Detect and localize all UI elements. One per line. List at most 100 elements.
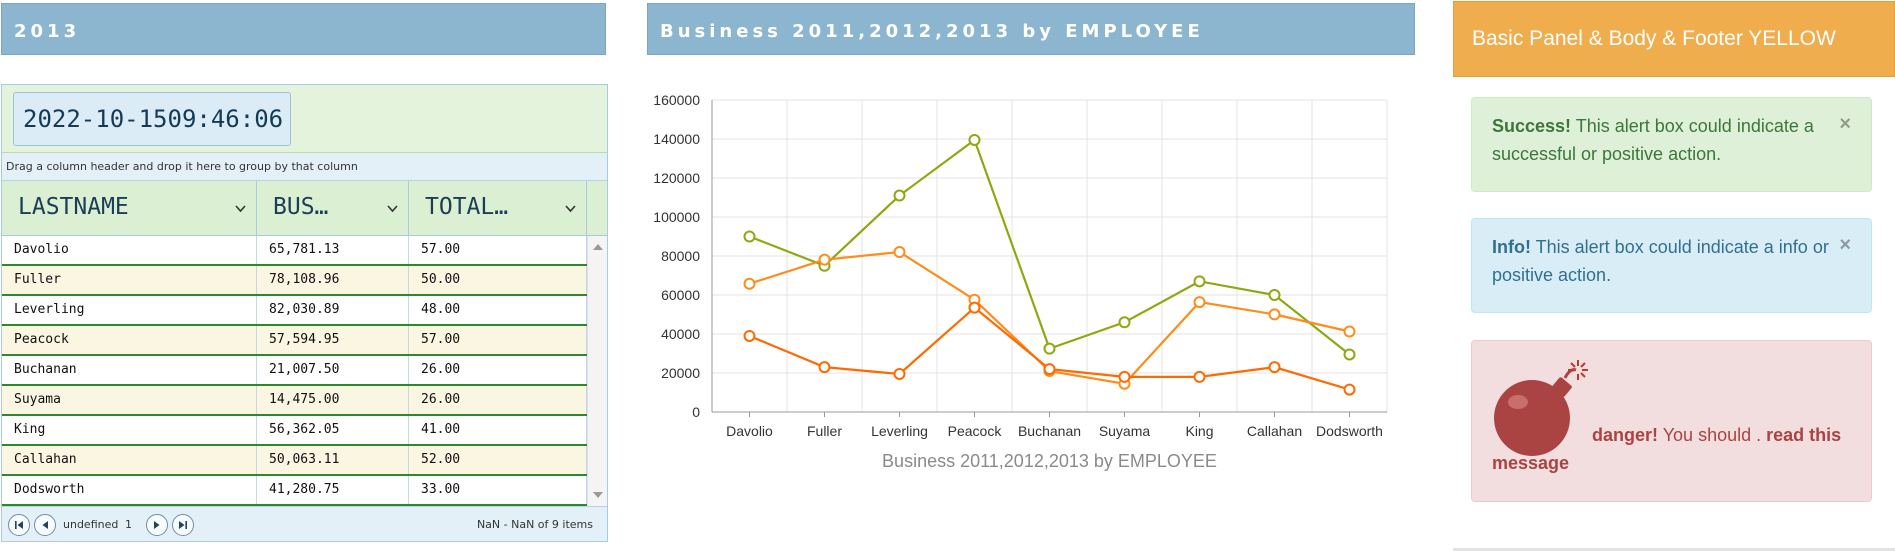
info-alert: Info! This alert box could indicate a in…	[1471, 218, 1872, 313]
cell-total: 57.00	[409, 326, 587, 354]
success-alert-text: This alert box could indicate a successf…	[1492, 116, 1814, 164]
table-row[interactable]: Fuller 78,108.96 50.00	[2, 266, 607, 296]
x-tick-label: Dodsworth	[1316, 423, 1383, 439]
y-tick-label: 0	[692, 404, 700, 420]
cell-lastname: Suyama	[2, 386, 257, 414]
data-point	[1043, 342, 1056, 355]
scroll-down-icon[interactable]	[593, 492, 603, 498]
grid-header-row: LASTNAME BUS… TOTAL…	[2, 181, 607, 236]
page-number[interactable]: 1	[125, 518, 132, 531]
data-point	[1043, 363, 1056, 376]
cell-business: 14,475.00	[257, 386, 409, 414]
data-point	[743, 329, 756, 342]
vertical-scrollbar[interactable]	[587, 236, 607, 506]
grid-panel-title: 2013	[1, 3, 606, 55]
data-point	[1268, 361, 1281, 374]
business-line-chart: 0 20000 40000 60000 80000 100000 120000 140000 1…	[647, 78, 1465, 548]
cell-lastname: Fuller	[2, 266, 257, 294]
panel-footer-divider	[1453, 548, 1895, 551]
cell-total: 57.00	[409, 236, 587, 264]
cell-total: 52.00	[409, 446, 587, 474]
next-page-icon	[154, 521, 160, 529]
scroll-up-icon[interactable]	[593, 244, 603, 250]
column-header-label: LASTNAME	[18, 194, 129, 220]
table-row[interactable]: King 56,362.05 41.00	[2, 416, 607, 446]
chevron-down-icon[interactable]	[235, 203, 246, 214]
cell-total: 26.00	[409, 356, 587, 384]
chart-svg: 0 20000 40000 60000 80000 100000 120000 140000 1…	[653, 92, 1388, 471]
cell-lastname: Buchanan	[2, 356, 257, 384]
first-page-button[interactable]	[8, 514, 30, 536]
cell-total: 33.00	[409, 476, 587, 504]
data-grid: 2022-10-1509:46:06 Drag a column header …	[1, 84, 608, 542]
cell-total: 50.00	[409, 266, 587, 294]
prev-page-button[interactable]	[34, 514, 56, 536]
column-header-lastname[interactable]: LASTNAME	[2, 181, 257, 236]
table-row[interactable]: Suyama 14,475.00 26.00	[2, 386, 607, 416]
danger-alert-strong-link: read this message	[1492, 425, 1842, 473]
table-row[interactable]: Peacock 57,594.95 57.00	[2, 326, 607, 356]
cell-lastname: Peacock	[2, 326, 257, 354]
cell-business: 41,280.75	[257, 476, 409, 504]
cell-total: 41.00	[409, 416, 587, 444]
column-header-business[interactable]: BUS…	[257, 181, 409, 236]
grid-body: Davolio 65,781.13 57.00 Fuller 78,108.96 50.…	[2, 236, 607, 506]
y-tick-label: 40000	[661, 326, 700, 342]
y-tick-label: 20000	[661, 365, 700, 381]
close-icon[interactable]: ×	[1839, 113, 1851, 135]
data-point	[893, 246, 906, 259]
y-tick-label: 80000	[661, 248, 700, 264]
data-point	[1343, 325, 1356, 338]
data-point	[893, 189, 906, 202]
data-point	[1268, 308, 1281, 321]
page-info: NaN - NaN of 9 items	[476, 518, 593, 531]
cell-lastname: Davolio	[2, 236, 257, 264]
close-icon[interactable]: ×	[1839, 234, 1851, 256]
x-tick-label: Leverling	[871, 423, 928, 439]
table-row[interactable]: Dodsworth 41,280.75 33.00	[2, 476, 607, 506]
data-point	[1118, 370, 1131, 383]
data-point	[968, 133, 981, 146]
cell-business: 57,594.95	[257, 326, 409, 354]
next-page-button[interactable]	[146, 514, 168, 536]
cell-business: 50,063.11	[257, 446, 409, 474]
prev-page-icon	[42, 521, 48, 529]
cell-total: 26.00	[409, 386, 587, 414]
data-point	[893, 367, 906, 380]
success-alert-strong: Success!	[1492, 116, 1572, 136]
page-label: undefined	[63, 518, 119, 531]
group-drop-area[interactable]: Drag a column header and drop it here to…	[2, 153, 607, 181]
data-point	[1343, 348, 1356, 361]
data-point	[1193, 275, 1206, 288]
grid-pager: undefined 1 NaN - NaN of 9 items	[2, 506, 607, 541]
data-point	[818, 361, 831, 374]
x-tick-label: Callahan	[1247, 423, 1302, 439]
info-alert-text: This alert box could indicate a info or …	[1492, 237, 1829, 285]
y-tick-label: 160000	[653, 92, 700, 108]
table-row[interactable]: Callahan 50,063.11 52.00	[2, 446, 607, 476]
chevron-down-icon[interactable]	[387, 203, 398, 214]
data-point	[743, 277, 756, 290]
table-row[interactable]: Leverling 82,030.89 48.00	[2, 296, 607, 326]
chart-panel-title: Business 2011,2012,2013 by EMPLOYEE	[647, 3, 1415, 55]
cell-lastname: Leverling	[2, 296, 257, 324]
table-row[interactable]: Davolio 65,781.13 57.00	[2, 236, 607, 266]
cell-total: 48.00	[409, 296, 587, 324]
column-header-label: TOTAL…	[425, 194, 509, 220]
cell-business: 56,362.05	[257, 416, 409, 444]
last-page-icon	[179, 521, 187, 529]
column-header-total[interactable]: TOTAL…	[409, 181, 587, 236]
danger-alert-message: danger! You should . read this message	[1492, 421, 1852, 477]
last-page-button[interactable]	[172, 514, 194, 536]
cell-lastname: Callahan	[2, 446, 257, 474]
table-row[interactable]: Buchanan 21,007.50 26.00	[2, 356, 607, 386]
data-point	[818, 253, 831, 266]
x-tick-label: Peacock	[948, 423, 1003, 439]
danger-alert-strong: danger!	[1592, 425, 1659, 445]
chevron-down-icon[interactable]	[565, 203, 576, 214]
yellow-panel-title: Basic Panel & Body & Footer YELLOW	[1453, 1, 1895, 77]
data-point	[968, 301, 981, 314]
cell-business: 65,781.13	[257, 236, 409, 264]
cell-business: 78,108.96	[257, 266, 409, 294]
y-tick-label: 100000	[653, 209, 700, 225]
